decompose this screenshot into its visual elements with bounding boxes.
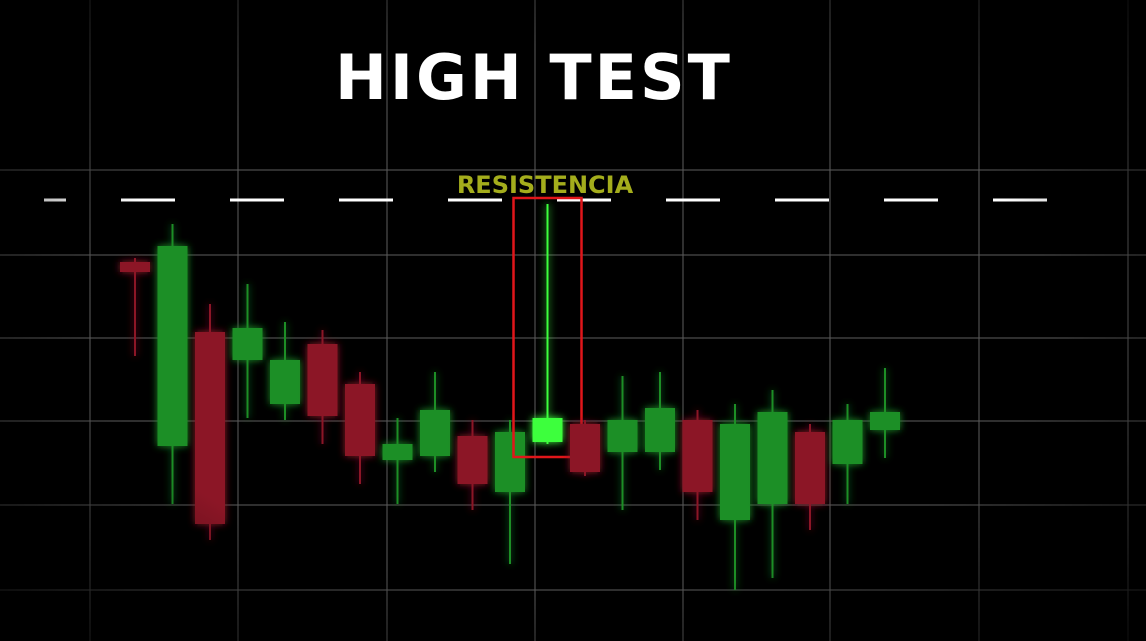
chart-title: HIGH TEST [335, 41, 733, 114]
candle-body [495, 432, 525, 492]
candle-body [345, 384, 375, 456]
candle-body [757, 412, 788, 504]
candle-body [457, 436, 488, 484]
candle-body [607, 420, 638, 452]
candle-body [795, 432, 825, 504]
candle [195, 304, 225, 540]
candle-body [832, 420, 863, 464]
candle [570, 420, 600, 476]
candle-body [195, 332, 225, 524]
candle-body [382, 444, 413, 460]
candle-body [720, 424, 750, 520]
candle-body [570, 424, 600, 472]
candle-body [420, 410, 450, 456]
candle-body [645, 408, 675, 452]
resistance-label: RESISTENCIA [457, 171, 634, 199]
candle-body [870, 412, 900, 430]
candle-body [120, 262, 150, 272]
candle-body [270, 360, 300, 404]
candle-body [682, 420, 713, 492]
candle-body [232, 328, 263, 360]
candle-body [307, 344, 338, 416]
candle-body [532, 418, 563, 442]
candle-body [157, 246, 188, 446]
